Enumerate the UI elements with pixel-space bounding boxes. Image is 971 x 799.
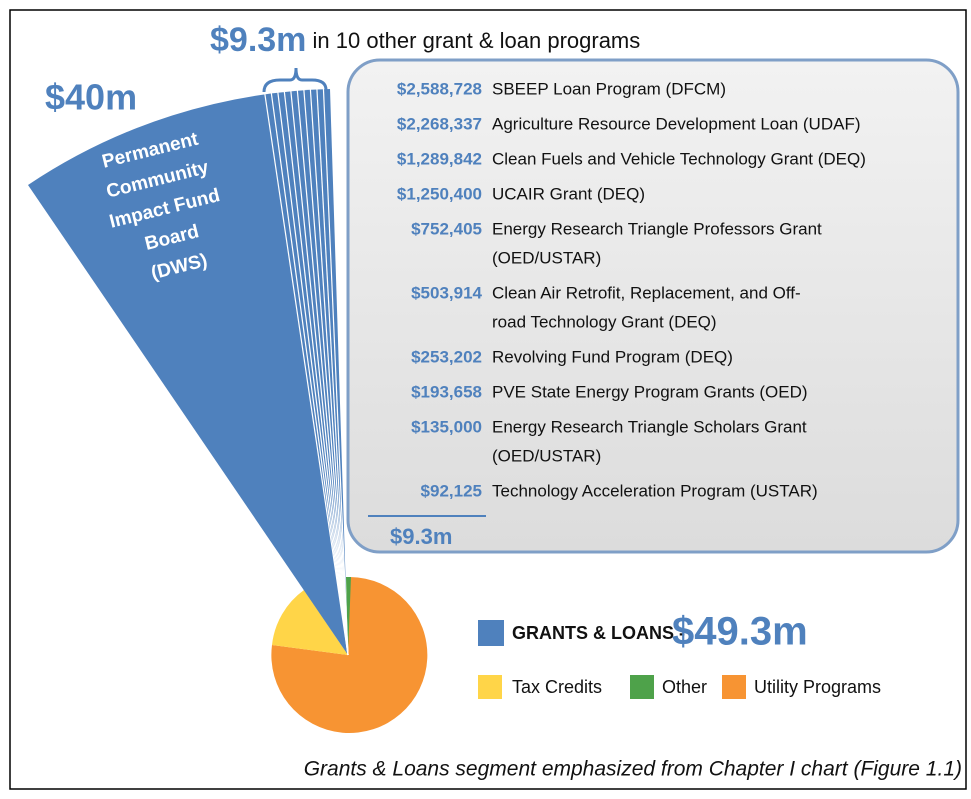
program-amount: $1,289,842 <box>397 149 482 168</box>
total: $9.3m <box>390 524 452 549</box>
program-name: UCAIR Grant (DEQ) <box>492 184 645 203</box>
header: $9.3m in 10 other grant & loan programs <box>210 21 640 59</box>
program-name: SBEEP Loan Program (DFCM) <box>492 79 726 98</box>
wedge-dividers <box>264 88 349 656</box>
program-amount: $503,914 <box>411 283 482 302</box>
legend-item: Tax Credits <box>512 677 602 697</box>
divider <box>303 89 349 656</box>
divider <box>283 91 349 656</box>
bracket <box>262 67 328 93</box>
header-amount: $9.3m <box>210 21 306 59</box>
program-name: Energy Research Triangle Scholars Grant <box>492 417 807 436</box>
grants-wedge <box>28 89 348 655</box>
program-name: Revolving Fund Program (DEQ) <box>492 347 733 366</box>
program-amount: $2,268,337 <box>397 114 482 133</box>
divider <box>270 93 349 656</box>
other-slice <box>346 576 351 655</box>
program-name: road Technology Grant (DEQ) <box>492 312 717 331</box>
divider <box>296 90 349 656</box>
divider <box>264 94 349 656</box>
program-name: Energy Research Triangle Professors Gran… <box>492 219 822 238</box>
program-name: Technology Acceleration Program (USTAR) <box>492 481 818 500</box>
legend-swatch <box>478 675 502 699</box>
program-name: (OED/USTAR) <box>492 446 601 465</box>
program-name: Clean Air Retrofit, Replacement, and Off… <box>492 283 801 302</box>
program-name: (OED/USTAR) <box>492 248 601 267</box>
legend-main-label: GRANTS & LOANS - <box>512 623 685 643</box>
program-name: Clean Fuels and Vehicle Technology Grant… <box>492 149 866 168</box>
program-name: Agriculture Resource Development Loan (U… <box>492 114 861 133</box>
program-amount: $135,000 <box>411 417 482 436</box>
program-amount: $253,202 <box>411 347 482 366</box>
legend-item: Other <box>662 677 707 697</box>
program-name: PVE State Energy Program Grants (OED) <box>492 382 808 401</box>
tax-slice <box>272 590 348 655</box>
utility-slice <box>271 577 428 733</box>
program-box <box>346 58 960 554</box>
program-amount: $752,405 <box>411 219 482 238</box>
legend-swatch <box>722 675 746 699</box>
divider <box>277 92 349 656</box>
main-amount: $40m <box>45 77 137 118</box>
program-amount: $1,250,400 <box>397 184 482 203</box>
frame <box>9 9 967 790</box>
divider <box>316 88 349 656</box>
legend-swatch <box>478 620 504 646</box>
legend-swatch <box>630 675 654 699</box>
divider <box>309 89 349 656</box>
program-amount: $92,125 <box>421 481 482 500</box>
program-amount: $193,658 <box>411 382 482 401</box>
header-text: in 10 other grant & loan programs <box>306 28 640 53</box>
divider <box>322 88 349 656</box>
program-list: $2,588,728 SBEEP Loan Program (DFCM) $2,26… <box>397 79 866 500</box>
program-amount: $2,588,728 <box>397 79 482 98</box>
divider <box>290 90 349 656</box>
legend-main-amount: $49.3m <box>672 610 808 654</box>
caption: Grants & Loans segment emphasized from C… <box>304 758 962 781</box>
legend-item: Utility Programs <box>754 677 881 697</box>
